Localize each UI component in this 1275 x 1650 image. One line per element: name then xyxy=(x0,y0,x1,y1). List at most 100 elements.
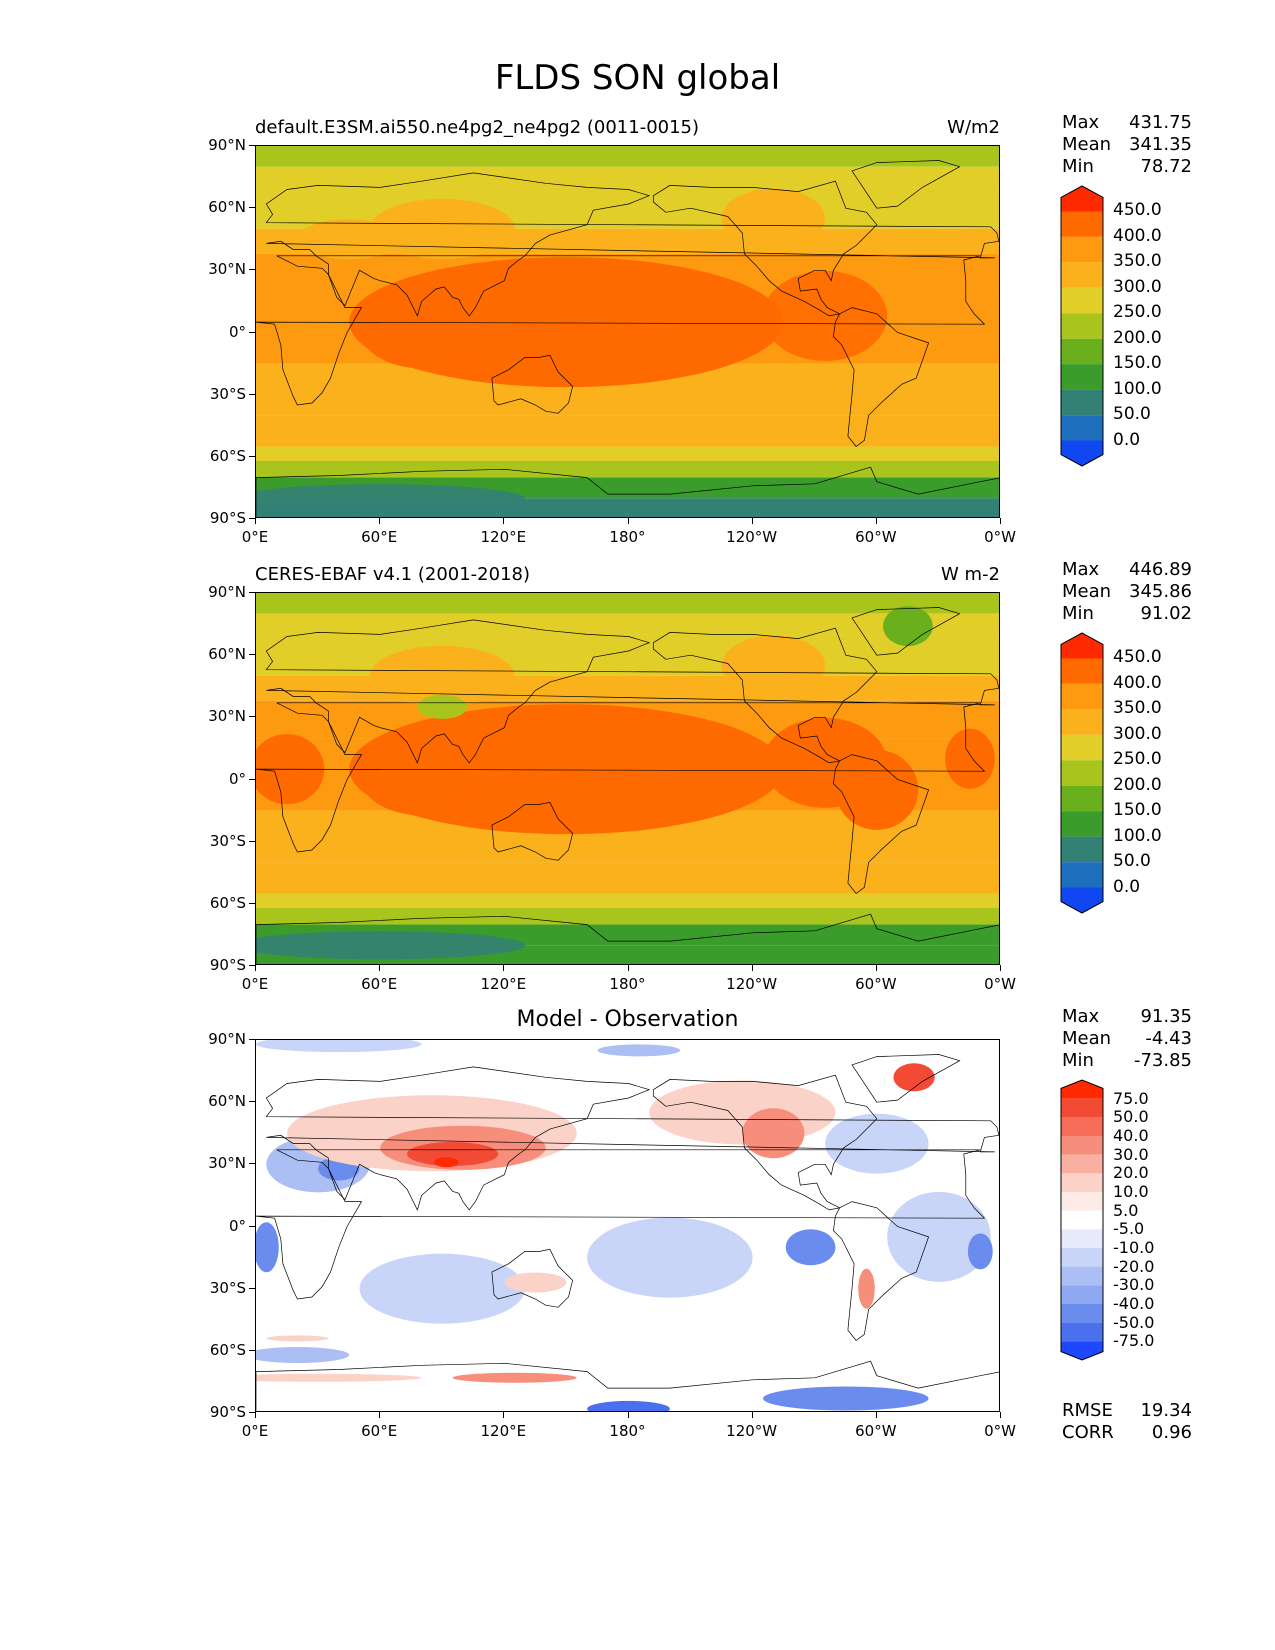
colorbar-segment xyxy=(1061,313,1103,339)
metric-row: RMSE 19.34 xyxy=(1062,1400,1192,1422)
lon-tick-label: 120°W xyxy=(726,1422,778,1440)
lon-tick xyxy=(751,965,753,971)
lat-tick xyxy=(249,1163,255,1165)
lon-tick xyxy=(627,965,629,971)
lon-tick-label: 120°E xyxy=(480,975,527,993)
lat-tick xyxy=(249,654,255,656)
lat-tick xyxy=(249,1287,255,1289)
colorbar-segment xyxy=(1061,1266,1103,1286)
lon-tick-label: 60°E xyxy=(361,1422,398,1440)
lon-tick-label: 60°W xyxy=(855,975,897,993)
map-panel xyxy=(255,145,1000,518)
stat-label: Min xyxy=(1062,603,1094,624)
colorbar-segment xyxy=(1061,1229,1103,1248)
colorbar-tick-label: 0.0 xyxy=(1113,876,1141,897)
lon-tick xyxy=(627,518,629,524)
lat-tick-label: 90°N xyxy=(208,136,246,154)
lat-tick xyxy=(249,1349,255,1351)
lat-tick xyxy=(249,965,255,966)
colorbar-tick-label: 450.0 xyxy=(1113,647,1162,668)
colorbar-tick-label: 250.0 xyxy=(1113,749,1162,770)
colorbar-tick-label: 300.0 xyxy=(1113,723,1162,744)
lon-tick-label: 60°W xyxy=(855,528,897,546)
metrics-block: RMSE 19.34 CORR 0.96 xyxy=(1062,1400,1192,1444)
colorbar-segment xyxy=(1061,887,1103,913)
colorbar-tick-label: 30.0 xyxy=(1113,1144,1149,1164)
lat-tick xyxy=(249,902,255,904)
metric-value: 19.34 xyxy=(1140,1400,1192,1421)
coastlines xyxy=(256,607,999,964)
stat-label: Mean xyxy=(1062,581,1112,602)
lon-tick-label: 180° xyxy=(609,975,646,993)
lat-tick-label: 0° xyxy=(228,322,246,341)
lat-tick xyxy=(249,455,255,457)
lon-tick xyxy=(627,1412,629,1418)
lon-tick xyxy=(503,965,505,971)
colorbar-segment xyxy=(1061,1322,1103,1342)
stats-block: Max 91.35 Mean -4.43 Min -73.85 xyxy=(1062,1006,1192,1072)
metric-label: RMSE xyxy=(1062,1400,1113,1421)
lat-tick-label: 30°N xyxy=(208,707,246,726)
stat-label: Mean xyxy=(1062,1028,1112,1049)
colorbar-segment xyxy=(1061,683,1103,710)
colorbar-tick-label: -30.0 xyxy=(1113,1275,1155,1295)
stat-row: Max 446.89 xyxy=(1062,559,1192,581)
colorbar-segment xyxy=(1061,338,1103,365)
lat-tick-label: 90°S xyxy=(209,1403,246,1421)
panel-units: W/m2 xyxy=(947,117,1000,138)
colorbar-segment xyxy=(1061,211,1103,237)
colorbar-tick-label: -40.0 xyxy=(1113,1294,1155,1313)
colorbar-tick-label: 100.0 xyxy=(1113,825,1162,846)
stat-value: 78.72 xyxy=(1140,156,1192,177)
colorbar-tick-label: 200.0 xyxy=(1113,327,1162,348)
colorbar-tick-label: 150.0 xyxy=(1113,800,1162,821)
colorbar-segment xyxy=(1061,1173,1103,1192)
lat-tick xyxy=(249,207,255,209)
colorbar-segment xyxy=(1061,262,1103,288)
stat-value: -73.85 xyxy=(1133,1050,1192,1071)
lon-tick xyxy=(875,1412,877,1418)
lon-tick xyxy=(1000,965,1001,971)
colorbar xyxy=(1060,632,1104,914)
stat-label: Max xyxy=(1062,1006,1100,1027)
colorbar-tick-label: 5.0 xyxy=(1113,1200,1139,1220)
lat-tick-label: 0° xyxy=(228,1216,246,1235)
lat-tick-label: 90°N xyxy=(208,583,246,601)
colorbar-tick-label: 75.0 xyxy=(1113,1088,1149,1108)
lat-tick-label: 90°S xyxy=(209,956,246,974)
lat-tick xyxy=(249,1412,255,1413)
colorbar-tick-label: -50.0 xyxy=(1113,1312,1155,1332)
lon-tick xyxy=(255,1412,256,1418)
lon-tick xyxy=(255,965,256,971)
lon-tick-label: 60°W xyxy=(855,1422,897,1440)
stat-row: Mean -4.43 xyxy=(1062,1028,1192,1050)
lat-tick-label: 60°N xyxy=(208,1092,246,1111)
lon-tick xyxy=(751,518,753,524)
lat-tick-label: 30°N xyxy=(208,260,246,279)
colorbar-segment xyxy=(1061,1192,1103,1211)
stat-label: Max xyxy=(1062,559,1100,580)
stat-row: Min 78.72 xyxy=(1062,156,1192,178)
lon-tick xyxy=(255,518,256,524)
colorbar-tick-label: 100.0 xyxy=(1113,378,1162,399)
stats-block: Max 446.89 Mean 345.86 Min 91.02 xyxy=(1062,559,1192,625)
stat-label: Min xyxy=(1062,1050,1094,1071)
lon-tick-label: 0°W xyxy=(984,1422,1016,1440)
stat-value: 431.75 xyxy=(1129,112,1192,133)
stat-row: Mean 341.35 xyxy=(1062,134,1192,156)
stat-value: 345.86 xyxy=(1129,581,1192,602)
metric-label: CORR xyxy=(1062,1422,1114,1443)
stat-row: Mean 345.86 xyxy=(1062,581,1192,603)
lon-tick xyxy=(503,518,505,524)
lat-tick xyxy=(249,393,255,395)
lon-tick xyxy=(379,1412,381,1418)
colorbar-tick-label: 200.0 xyxy=(1113,774,1162,795)
colorbar-tick-label: 50.0 xyxy=(1113,851,1151,872)
lon-tick xyxy=(1000,518,1001,524)
colorbar-tick-label: 300.0 xyxy=(1113,276,1162,297)
lon-tick-label: 0°E xyxy=(241,975,269,993)
lon-tick-label: 120°W xyxy=(726,975,778,993)
stat-label: Max xyxy=(1062,112,1100,133)
lon-tick-label: 120°E xyxy=(480,528,527,546)
lat-tick-label: 60°N xyxy=(208,645,246,664)
